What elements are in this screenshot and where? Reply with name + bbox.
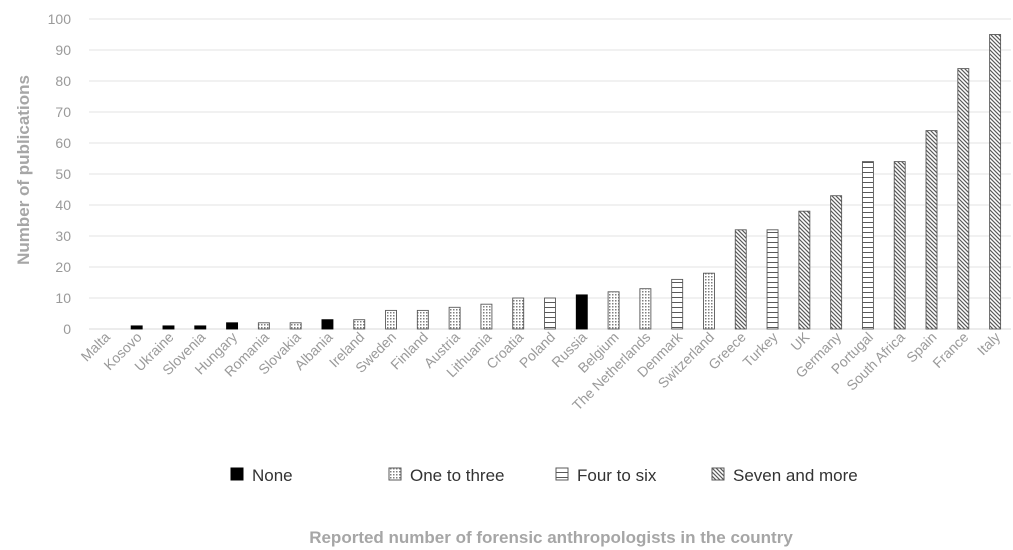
bar-albania: [321, 319, 334, 330]
bar-lithuania: [480, 303, 493, 330]
y-tick-label: 100: [48, 11, 72, 27]
y-axis-title: Number of publications: [14, 75, 33, 265]
y-tick-label: 10: [55, 290, 71, 306]
bar-south-africa: [893, 161, 906, 330]
bar-ireland: [353, 319, 366, 330]
x-axis-ticks: MaltaKosovoUkraineSloveniaHungaryRomania…: [77, 328, 1003, 413]
y-axis-ticks: 0 10 20 30 40 50 60 70 80 90 100: [48, 11, 72, 337]
x-tick-label: Poland: [516, 329, 558, 371]
bar-switzerland: [703, 272, 715, 330]
y-tick-label: 50: [55, 166, 71, 182]
bar-france: [957, 68, 970, 330]
y-tick-label: 70: [55, 104, 71, 120]
x-tick-label: Turkey: [739, 329, 780, 370]
x-tick-label: Italy: [974, 329, 1003, 358]
legend: None One to three Four to six Seven and mor…: [230, 466, 858, 485]
x-tick-label: UK: [787, 328, 813, 354]
bar-italy: [989, 34, 1002, 330]
y-tick-label: 90: [55, 42, 71, 58]
bar-greece: [734, 229, 747, 330]
bar-hungary: [226, 322, 239, 330]
legend-label: None: [252, 466, 293, 485]
bar-uk: [798, 210, 811, 330]
y-tick-label: 30: [55, 228, 71, 244]
y-tick-label: 80: [55, 73, 71, 89]
y-tick-label: 60: [55, 135, 71, 151]
bar-turkey: [766, 229, 779, 330]
legend-label: Seven and more: [733, 466, 858, 485]
bar-portugal: [861, 161, 874, 330]
bars: [130, 34, 1002, 330]
bar-finland: [416, 309, 429, 330]
bar-slovenia: [194, 325, 207, 330]
bar-croatia: [512, 297, 525, 330]
bar-ukraine: [162, 325, 175, 330]
bar-poland: [544, 297, 556, 330]
bar-slovakia: [289, 322, 302, 330]
legend-swatch: [388, 467, 402, 481]
legend-swatch: [555, 467, 569, 481]
bar-germany: [830, 195, 843, 330]
legend-swatch: [711, 467, 725, 481]
legend-label: Four to six: [577, 466, 657, 485]
x-tick-label: Croatia: [483, 329, 526, 372]
bar-romania: [257, 322, 270, 330]
y-tick-label: 20: [55, 259, 71, 275]
legend-label: One to three: [410, 466, 505, 485]
gridlines: [89, 18, 1011, 330]
bar-belgium: [607, 291, 620, 330]
x-tick-label: France: [929, 329, 971, 371]
bar-sweden: [385, 309, 397, 330]
bar-austria: [448, 306, 461, 330]
bar-denmark: [671, 278, 684, 330]
bar-the-netherlands: [639, 288, 652, 330]
bar-russia: [575, 294, 588, 330]
bar-kosovo: [130, 325, 143, 330]
legend-swatch: [230, 467, 244, 481]
x-axis-title: Reported number of forensic anthropologi…: [309, 528, 793, 547]
y-tick-label: 40: [55, 197, 71, 213]
bar-spain: [925, 130, 938, 330]
y-tick-label: 0: [63, 321, 71, 337]
